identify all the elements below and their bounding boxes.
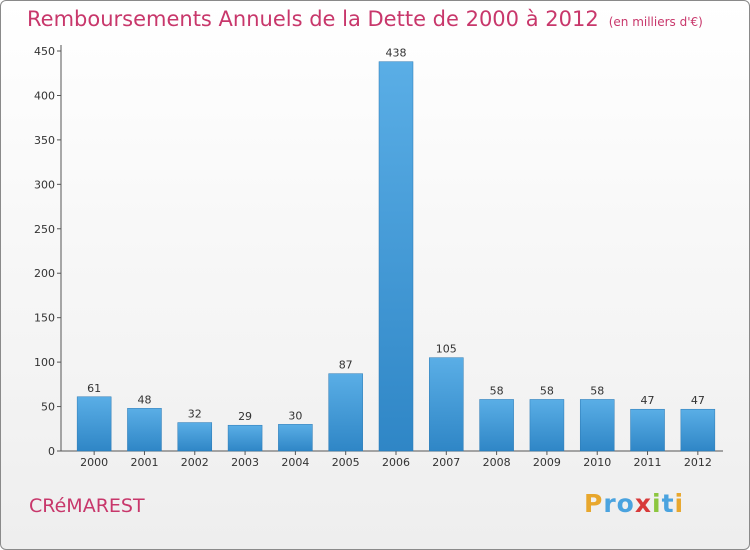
data-label-2007: 105	[436, 343, 457, 356]
logo-letter: o	[616, 489, 635, 518]
chart-unit: (en milliers d'€)	[608, 15, 703, 29]
data-label-2000: 61	[87, 382, 101, 395]
bar-2004	[278, 424, 313, 452]
bar-2012	[680, 408, 716, 452]
logo-letter: r	[603, 489, 617, 518]
x-tick-label: 2010	[583, 456, 611, 469]
y-tick-label: 150	[34, 312, 55, 325]
chart-title-text: Remboursements Annuels de la Dette de 20…	[27, 7, 599, 31]
bar-2001	[127, 408, 162, 452]
data-label-2009: 58	[540, 384, 554, 397]
logo-letter: t	[661, 489, 675, 518]
x-tick-label: 2008	[483, 456, 511, 469]
data-label-2010: 58	[590, 384, 604, 397]
y-tick-label: 50	[41, 401, 55, 414]
x-tick-label: 2012	[684, 456, 712, 469]
bar-2005	[328, 373, 363, 452]
data-label-2012: 47	[691, 394, 705, 407]
bar-2010	[579, 399, 615, 452]
logo-letter: i	[652, 489, 662, 518]
bar-2009	[529, 399, 565, 452]
x-tick-label: 2011	[634, 456, 662, 469]
logo-letter: i	[674, 489, 685, 518]
y-tick-label: 400	[34, 89, 55, 102]
proxiti-logo: Proxiti	[584, 489, 684, 518]
commune-name: CRéMAREST	[29, 495, 145, 517]
x-tick-label: 2002	[181, 456, 209, 469]
bar-2002	[177, 422, 213, 452]
x-tick-label: 2006	[382, 456, 410, 469]
x-tick-label: 2001	[130, 456, 158, 469]
x-tick-label: 2003	[231, 456, 259, 469]
logo-letter: P	[584, 489, 604, 518]
y-tick-label: 0	[48, 445, 55, 458]
chart-title: Remboursements Annuels de la Dette de 20…	[27, 7, 703, 31]
bar-2003	[227, 424, 263, 452]
bar-2000	[76, 396, 112, 452]
data-label-2004: 30	[288, 409, 302, 422]
bar-2008	[479, 399, 514, 452]
bar-2007	[429, 357, 464, 452]
data-label-2001: 48	[137, 393, 151, 406]
data-label-2003: 29	[238, 410, 252, 423]
bar-2011	[630, 408, 665, 452]
logo-letter: x	[634, 489, 652, 518]
x-tick-label: 2009	[533, 456, 561, 469]
y-tick-label: 300	[34, 178, 55, 191]
y-tick-label: 100	[34, 356, 55, 369]
data-label-2011: 47	[641, 394, 655, 407]
data-label-2008: 58	[490, 384, 504, 397]
bar-2006	[378, 61, 414, 452]
y-tick-label: 200	[34, 267, 55, 280]
data-label-2002: 32	[188, 408, 202, 421]
y-tick-label: 450	[34, 45, 55, 58]
x-tick-label: 2007	[432, 456, 460, 469]
y-tick-label: 250	[34, 223, 55, 236]
x-tick-label: 2000	[80, 456, 108, 469]
data-label-2006: 438	[386, 47, 407, 60]
data-label-2005: 87	[339, 359, 353, 372]
x-tick-label: 2004	[281, 456, 309, 469]
x-tick-label: 2005	[332, 456, 360, 469]
y-tick-label: 350	[34, 134, 55, 147]
